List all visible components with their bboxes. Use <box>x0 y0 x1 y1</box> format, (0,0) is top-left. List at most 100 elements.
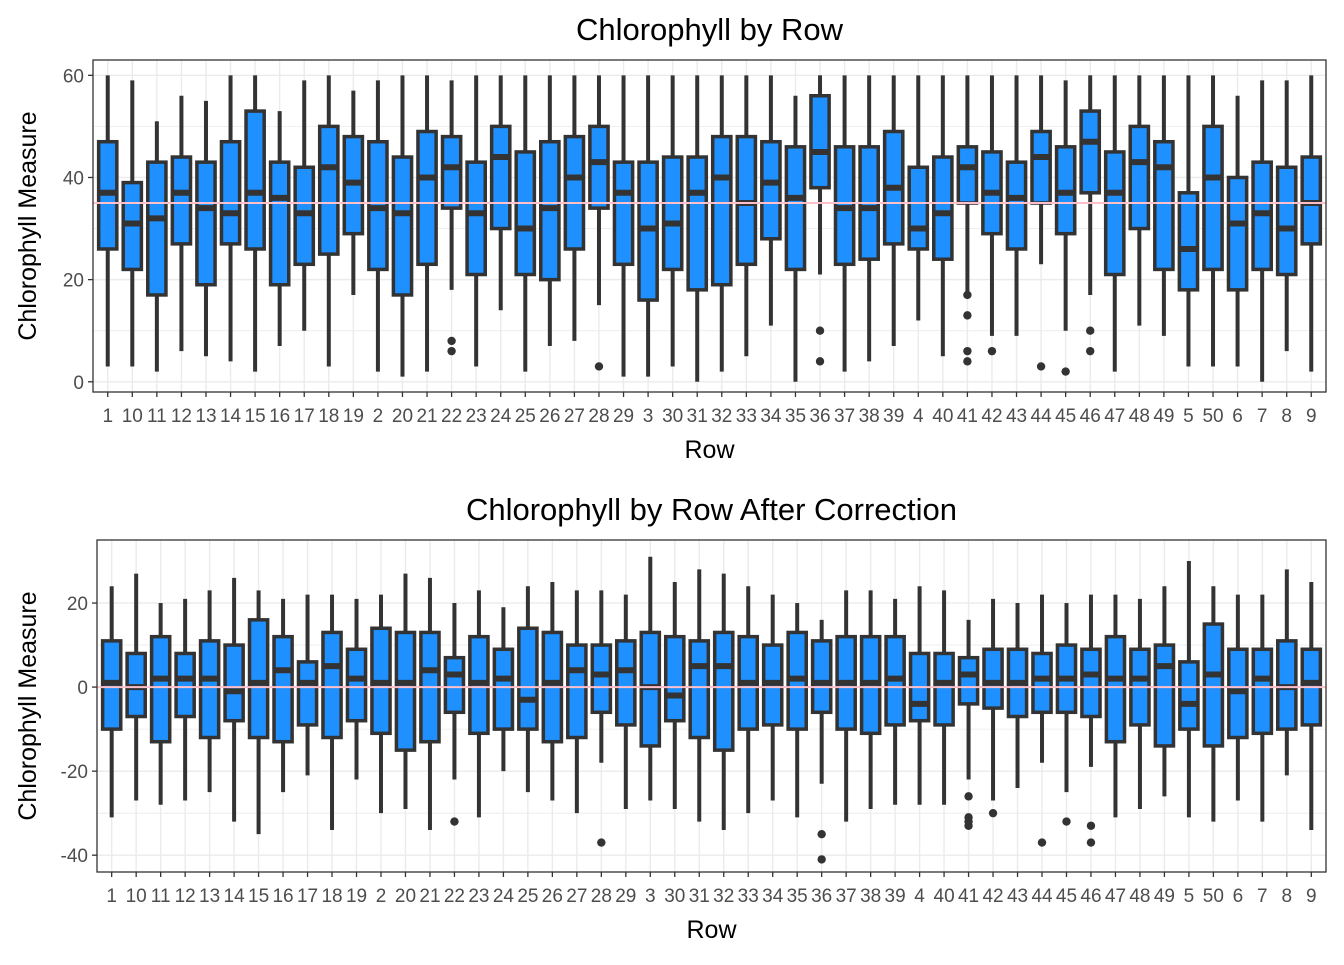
x-tick-label: 30 <box>664 886 685 907</box>
x-tick-label: 48 <box>1129 406 1150 427</box>
box-35 <box>786 603 808 818</box>
x-tick-label: 14 <box>220 406 242 427</box>
box-body <box>198 639 221 740</box>
x-tick-label: 30 <box>662 406 683 427</box>
x-tick-label: 16 <box>269 406 290 427</box>
box-1 <box>100 586 123 818</box>
box-3 <box>637 75 659 377</box>
box-4 <box>907 75 930 321</box>
x-tick-label: 40 <box>934 886 955 907</box>
box-47 <box>1104 594 1127 818</box>
outlier-point <box>1086 821 1096 830</box>
x-tick-label: 24 <box>493 886 515 907</box>
box-28 <box>590 590 613 847</box>
box-42 <box>981 75 1003 356</box>
box-25 <box>514 75 537 372</box>
box-body <box>588 124 610 210</box>
x-tick-label: 27 <box>566 886 587 907</box>
box-24 <box>492 607 515 772</box>
outlier-point <box>1036 362 1046 371</box>
box-body <box>247 618 270 740</box>
box-21 <box>416 75 438 372</box>
box-body <box>784 145 807 272</box>
box-18 <box>321 594 343 830</box>
y-axis-label: Chlorophyll Measure <box>14 591 42 820</box>
box-16 <box>268 111 291 347</box>
x-tick-label: 47 <box>1105 886 1126 907</box>
outlier-point <box>1062 817 1071 826</box>
box-22 <box>443 603 466 826</box>
box-body <box>244 109 266 251</box>
box-15 <box>247 590 270 835</box>
x-tick-label: 25 <box>515 406 536 427</box>
box-47 <box>1103 75 1126 372</box>
x-tick-label: 31 <box>689 886 710 907</box>
box-22 <box>440 80 463 356</box>
box-6 <box>1226 95 1249 367</box>
outlier-point <box>450 817 459 826</box>
x-tick-label: 15 <box>245 406 266 427</box>
outlier-point <box>597 838 606 847</box>
box-9 <box>1300 75 1323 372</box>
x-tick-label: 50 <box>1202 406 1223 427</box>
box-19 <box>342 90 365 295</box>
box-body <box>443 655 466 715</box>
box-body <box>170 155 193 246</box>
x-tick-label: 43 <box>1006 406 1027 427</box>
box-37 <box>835 590 857 822</box>
panel-border <box>92 59 1327 393</box>
box-50 <box>1202 75 1224 367</box>
box-body <box>1153 139 1175 272</box>
x-tick-label: 41 <box>957 406 978 427</box>
outlier-point <box>815 357 825 366</box>
box-body <box>1153 643 1176 748</box>
box-body <box>710 134 733 287</box>
box-body <box>1178 660 1200 731</box>
box-10 <box>125 573 147 801</box>
box-46 <box>1080 594 1102 847</box>
y-tick-label: -20 <box>61 762 88 783</box>
box-13 <box>198 590 221 793</box>
x-tick-label: 10 <box>122 406 143 427</box>
box-2 <box>370 594 392 814</box>
x-tick-label: 41 <box>958 886 979 907</box>
box-body <box>272 634 294 744</box>
x-tick-label: 27 <box>564 406 585 427</box>
box-33 <box>737 586 760 814</box>
x-tick-label: 29 <box>615 886 636 907</box>
box-17 <box>296 594 319 776</box>
box-42 <box>982 598 1004 818</box>
x-tick-label: 44 <box>1031 886 1053 907</box>
x-tick-label: 28 <box>591 886 612 907</box>
outlier-point <box>1086 326 1095 335</box>
box-body <box>931 155 954 261</box>
y-tick-label: 40 <box>63 168 84 189</box>
box-body <box>391 155 414 297</box>
outlier-point <box>1086 838 1096 847</box>
box-body <box>615 639 637 727</box>
x-tick-label: 9 <box>1306 406 1317 427</box>
box-body <box>686 155 709 292</box>
box-7 <box>1251 80 1273 382</box>
box-body <box>712 630 735 752</box>
box-16 <box>272 598 294 793</box>
box-1 <box>96 75 119 367</box>
box-43 <box>1005 75 1028 336</box>
outlier-point <box>964 821 973 830</box>
box-8 <box>1275 80 1298 352</box>
box-12 <box>170 95 193 352</box>
box-5 <box>1178 561 1200 818</box>
box-33 <box>735 75 758 357</box>
outlier-point <box>963 346 972 356</box>
x-tick-label: 4 <box>914 886 925 907</box>
x-tick-label: 42 <box>981 406 1002 427</box>
box-32 <box>712 573 735 830</box>
box-body <box>1005 160 1028 251</box>
x-tick-label: 26 <box>539 406 560 427</box>
chart-title: Chlorophyll by Row <box>576 12 844 47</box>
x-tick-label: 1 <box>106 886 117 907</box>
x-tick-label: 34 <box>760 406 782 427</box>
x-tick-label: 2 <box>376 886 387 907</box>
